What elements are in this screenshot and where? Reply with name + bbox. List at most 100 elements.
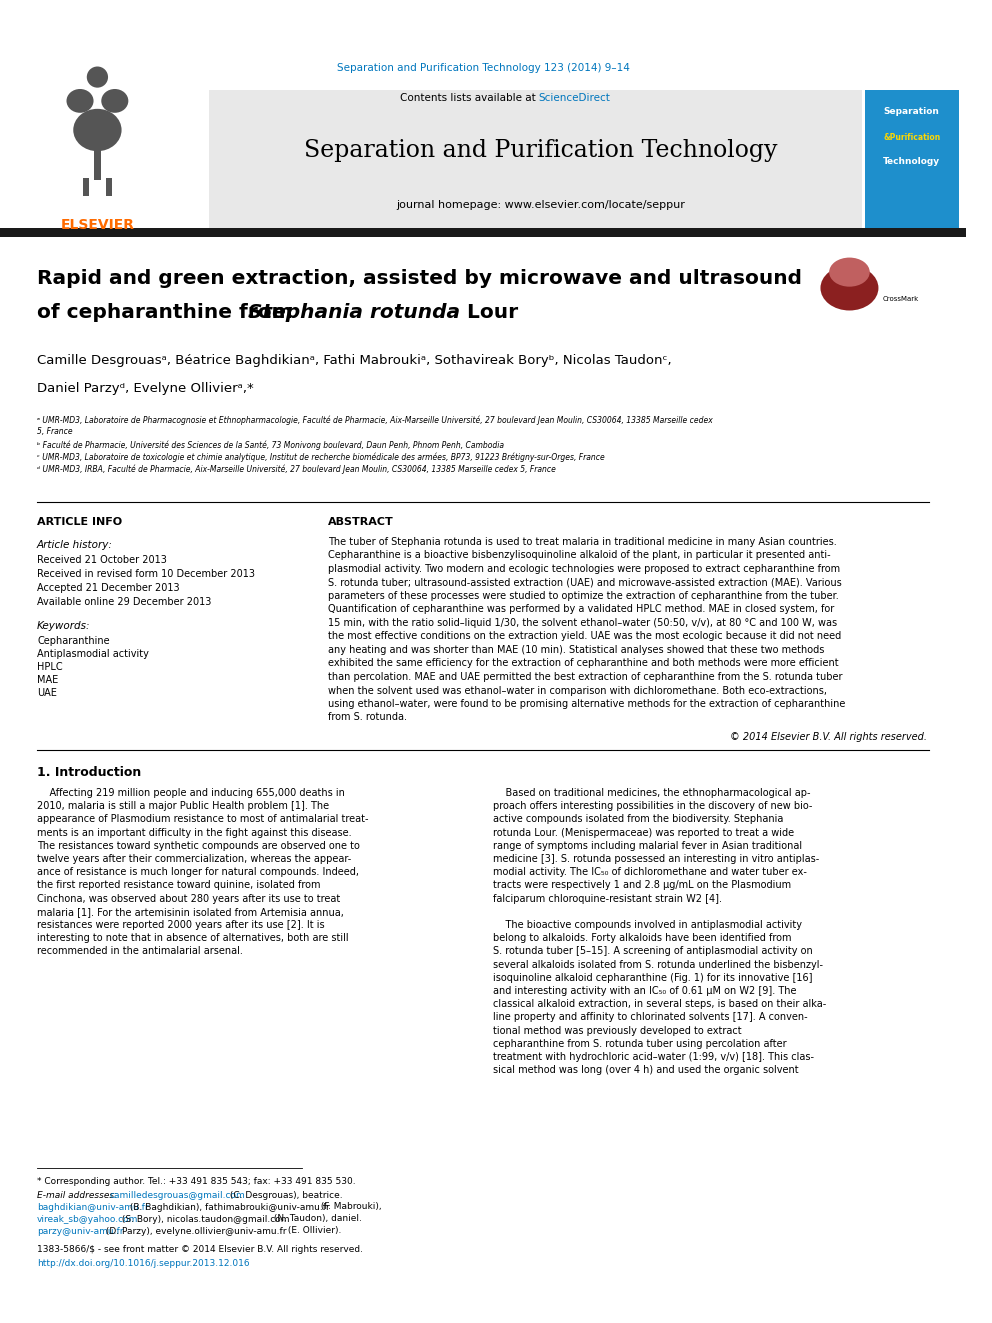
Text: treatment with hydrochloric acid–water (1:99, v/v) [18]. This clas-: treatment with hydrochloric acid–water (… <box>493 1052 813 1062</box>
Text: the most effective conditions on the extraction yield. UAE was the most ecologic: the most effective conditions on the ext… <box>328 631 841 642</box>
Bar <box>5 90 206 230</box>
Text: S. rotunda tuber [5–15]. A screening of antiplasmodial activity on: S. rotunda tuber [5–15]. A screening of … <box>493 946 812 957</box>
Text: ᶜ UMR-MD3, Laboratoire de toxicologie et chimie analytique, Institut de recherch: ᶜ UMR-MD3, Laboratoire de toxicologie et… <box>37 452 605 462</box>
Text: (D. Parzy), evelyne.ollivier@univ-amu.fr: (D. Parzy), evelyne.ollivier@univ-amu.fr <box>103 1226 287 1236</box>
Text: 1. Introduction: 1. Introduction <box>37 766 141 779</box>
Text: Contents lists available at: Contents lists available at <box>400 93 539 103</box>
Text: (F. Mabrouki),: (F. Mabrouki), <box>317 1203 381 1212</box>
Text: Separation and Purification Technology: Separation and Purification Technology <box>304 139 778 161</box>
Ellipse shape <box>820 266 879 311</box>
Text: resistances were reported 2000 years after its use [2]. It is: resistances were reported 2000 years aft… <box>37 919 324 930</box>
Text: Received in revised form 10 December 2013: Received in revised form 10 December 201… <box>37 569 255 579</box>
Text: The bioactive compounds involved in antiplasmodial activity: The bioactive compounds involved in anti… <box>493 919 802 930</box>
Ellipse shape <box>66 89 93 112</box>
Text: when the solvent used was ethanol–water in comparison with dichloromethane. Both: when the solvent used was ethanol–water … <box>328 685 827 696</box>
Ellipse shape <box>73 108 122 151</box>
Text: ᵃ UMR-MD3, Laboratoire de Pharmacognosie et Ethnopharmacologie, Faculté de Pharm: ᵃ UMR-MD3, Laboratoire de Pharmacognosie… <box>37 415 713 425</box>
Text: Antiplasmodial activity: Antiplasmodial activity <box>37 650 149 659</box>
Text: the first reported resistance toward quinine, isolated from: the first reported resistance toward qui… <box>37 880 320 890</box>
Text: * Corresponding author. Tel.: +33 491 835 543; fax: +33 491 835 530.: * Corresponding author. Tel.: +33 491 83… <box>37 1177 356 1187</box>
Text: Cepharanthine: Cepharanthine <box>37 636 110 646</box>
Text: &Purification: &Purification <box>883 134 940 143</box>
Text: using ethanol–water, were found to be promising alternative methods for the extr: using ethanol–water, were found to be pr… <box>328 699 845 709</box>
Text: several alkaloids isolated from S. rotunda underlined the bisbenzyl-: several alkaloids isolated from S. rotun… <box>493 959 823 970</box>
Text: from S. rotunda.: from S. rotunda. <box>328 713 408 722</box>
Ellipse shape <box>86 66 108 87</box>
Ellipse shape <box>101 89 128 112</box>
Text: rotunda Lour. (Menispermaceae) was reported to treat a wide: rotunda Lour. (Menispermaceae) was repor… <box>493 828 794 837</box>
Text: Separation: Separation <box>884 107 939 116</box>
Text: vireak_sb@yahoo.com: vireak_sb@yahoo.com <box>37 1215 139 1224</box>
Text: 2010, malaria is still a major Public Health problem [1]. The: 2010, malaria is still a major Public He… <box>37 802 329 811</box>
Text: plasmodial activity. Two modern and ecologic technologies were proposed to extra: plasmodial activity. Two modern and ecol… <box>328 564 840 574</box>
Text: proach offers interesting possibilities in the discovery of new bio-: proach offers interesting possibilities … <box>493 802 812 811</box>
Text: falciparum chloroquine-resistant strain W2 [4].: falciparum chloroquine-resistant strain … <box>493 893 722 904</box>
Text: ScienceDirect: ScienceDirect <box>539 93 611 103</box>
Text: and interesting activity with an IC₅₀ of 0.61 μM on W2 [9]. The: and interesting activity with an IC₅₀ of… <box>493 986 797 996</box>
Text: Cepharanthine is a bioactive bisbenzylisoquinoline alkaloid of the plant, in par: Cepharanthine is a bioactive bisbenzylis… <box>328 550 831 561</box>
Text: interesting to note that in absence of alternatives, both are still: interesting to note that in absence of a… <box>37 933 348 943</box>
Text: line property and affinity to chlorinated solvents [17]. A conven-: line property and affinity to chlorinate… <box>493 1012 807 1023</box>
Text: (C. Desgrouas), beatrice.: (C. Desgrouas), beatrice. <box>227 1191 342 1200</box>
Text: CrossMark: CrossMark <box>882 295 919 302</box>
Text: baghdikian@univ-amu.fr: baghdikian@univ-amu.fr <box>37 1203 149 1212</box>
Text: any heating and was shorter than MAE (10 min). Statistical analyses showed that : any heating and was shorter than MAE (10… <box>328 646 824 655</box>
Text: S. rotunda tuber; ultrasound-assisted extraction (UAE) and microwave-assisted ex: S. rotunda tuber; ultrasound-assisted ex… <box>328 578 842 587</box>
Text: active compounds isolated from the biodiversity. Stephania: active compounds isolated from the biodi… <box>493 815 784 824</box>
Bar <box>0 228 966 237</box>
Text: 1383-5866/$ - see front matter © 2014 Elsevier B.V. All rights reserved.: 1383-5866/$ - see front matter © 2014 El… <box>37 1245 363 1254</box>
Text: ABSTRACT: ABSTRACT <box>328 517 394 527</box>
Text: HPLC: HPLC <box>37 662 62 672</box>
Text: appearance of Plasmodium resistance to most of antimalarial treat-: appearance of Plasmodium resistance to m… <box>37 815 368 824</box>
Text: (E. Ollivier).: (E. Ollivier). <box>286 1226 342 1236</box>
Text: E-mail addresses:: E-mail addresses: <box>37 1191 120 1200</box>
Text: classical alkaloid extraction, in several steps, is based on their alka-: classical alkaloid extraction, in severa… <box>493 999 826 1009</box>
Text: Camille Desgrouasᵃ, Béatrice Baghdikianᵃ, Fathi Mabroukiᵃ, Sothavireak Boryᵇ, Ni: Camille Desgrouasᵃ, Béatrice Baghdikianᵃ… <box>37 353 672 366</box>
Text: belong to alkaloids. Forty alkaloids have been identified from: belong to alkaloids. Forty alkaloids hav… <box>493 933 792 943</box>
Text: 5, France: 5, France <box>37 427 72 437</box>
Text: of cepharanthine from: of cepharanthine from <box>37 303 300 321</box>
Bar <box>106 177 112 196</box>
Text: than percolation. MAE and UAE permitted the best extraction of cepharanthine fro: than percolation. MAE and UAE permitted … <box>328 672 843 681</box>
Text: tracts were respectively 1 and 2.8 μg/mL on the Plasmodium: tracts were respectively 1 and 2.8 μg/mL… <box>493 880 791 890</box>
Text: Based on traditional medicines, the ethnopharmacological ap-: Based on traditional medicines, the ethn… <box>493 789 810 798</box>
Text: ᵇ Faculté de Pharmacie, Université des Sciences de la Santé, 73 Monivong bouleva: ᵇ Faculté de Pharmacie, Université des S… <box>37 441 504 450</box>
Text: isoquinoline alkaloid cepharanthine (Fig. 1) for its innovative [16]: isoquinoline alkaloid cepharanthine (Fig… <box>493 972 812 983</box>
Text: parzy@univ-amu.fr: parzy@univ-amu.fr <box>37 1226 124 1236</box>
Text: ᵈ UMR-MD3, IRBA, Faculté de Pharmacie, Aix-Marseille Université, 27 boulevard Je: ᵈ UMR-MD3, IRBA, Faculté de Pharmacie, A… <box>37 464 556 474</box>
Bar <box>93 130 101 180</box>
Text: 15 min, with the ratio solid–liquid 1/30, the solvent ethanol–water (50:50, v/v): 15 min, with the ratio solid–liquid 1/30… <box>328 618 837 628</box>
Text: ance of resistance is much longer for natural compounds. Indeed,: ance of resistance is much longer for na… <box>37 867 359 877</box>
Bar <box>209 90 862 230</box>
Text: UAE: UAE <box>37 688 57 699</box>
Text: Technology: Technology <box>883 157 940 167</box>
Text: Cinchona, was observed about 280 years after its use to treat: Cinchona, was observed about 280 years a… <box>37 893 340 904</box>
Text: Daniel Parzyᵈ, Evelyne Ollivierᵃ,*: Daniel Parzyᵈ, Evelyne Ollivierᵃ,* <box>37 381 254 394</box>
Bar <box>83 177 88 196</box>
Text: © 2014 Elsevier B.V. All rights reserved.: © 2014 Elsevier B.V. All rights reserved… <box>730 732 928 742</box>
Text: modial activity. The IC₅₀ of dichloromethane and water tuber ex-: modial activity. The IC₅₀ of dichloromet… <box>493 867 806 877</box>
Text: journal homepage: www.elsevier.com/locate/seppur: journal homepage: www.elsevier.com/locat… <box>396 200 685 210</box>
Text: Quantification of cepharanthine was performed by a validated HPLC method. MAE in: Quantification of cepharanthine was perf… <box>328 605 834 614</box>
Text: MAE: MAE <box>37 675 59 685</box>
Text: ELSEVIER: ELSEVIER <box>61 218 134 232</box>
Text: malaria [1]. For the artemisinin isolated from Artemisia annua,: malaria [1]. For the artemisinin isolate… <box>37 906 344 917</box>
Text: sical method was long (over 4 h) and used the organic solvent: sical method was long (over 4 h) and use… <box>493 1065 799 1076</box>
Text: ARTICLE INFO: ARTICLE INFO <box>37 517 122 527</box>
Text: parameters of these processes were studied to optimize the extraction of cephara: parameters of these processes were studi… <box>328 591 839 601</box>
Text: Received 21 October 2013: Received 21 October 2013 <box>37 556 167 565</box>
Text: tional method was previously developed to extract: tional method was previously developed t… <box>493 1025 742 1036</box>
Ellipse shape <box>829 258 870 287</box>
Text: twelve years after their commercialization, whereas the appear-: twelve years after their commercializati… <box>37 855 351 864</box>
Text: exhibited the same efficiency for the extraction of cepharanthine and both metho: exhibited the same efficiency for the ex… <box>328 659 839 668</box>
Text: Article history:: Article history: <box>37 540 113 550</box>
Text: Accepted 21 December 2013: Accepted 21 December 2013 <box>37 583 180 593</box>
Bar <box>865 90 958 230</box>
Text: Rapid and green extraction, assisted by microwave and ultrasound: Rapid and green extraction, assisted by … <box>37 269 802 287</box>
Text: (S. Bory), nicolas.taudon@gmail.com: (S. Bory), nicolas.taudon@gmail.com <box>119 1215 290 1224</box>
Text: cepharanthine from S. rotunda tuber using percolation after: cepharanthine from S. rotunda tuber usin… <box>493 1039 787 1049</box>
Text: Keywords:: Keywords: <box>37 620 90 631</box>
Text: (B. Baghdikian), fathimabrouki@univ-amu.fr: (B. Baghdikian), fathimabrouki@univ-amu.… <box>127 1203 329 1212</box>
Text: http://dx.doi.org/10.1016/j.seppur.2013.12.016: http://dx.doi.org/10.1016/j.seppur.2013.… <box>37 1258 250 1267</box>
Text: medicine [3]. S. rotunda possessed an interesting in vitro antiplas-: medicine [3]. S. rotunda possessed an in… <box>493 855 819 864</box>
